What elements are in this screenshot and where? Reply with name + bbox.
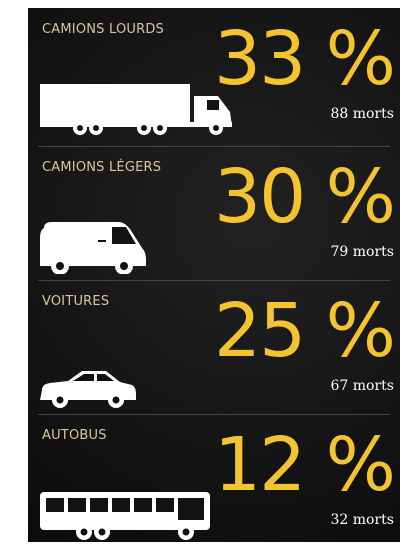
- bus-icon: [40, 492, 210, 540]
- deaths: 67 morts: [330, 378, 394, 394]
- vehicle-label: VOITURES: [42, 294, 110, 309]
- deaths: 88 morts: [330, 106, 394, 122]
- van-icon: [40, 222, 146, 274]
- panel: AUTOBUS 12 % 32 morts: [28, 414, 400, 542]
- vehicle-label: CAMIONS LÉGERS: [42, 160, 162, 175]
- vehicle-label: AUTOBUS: [42, 428, 107, 443]
- deaths: 32 morts: [330, 512, 394, 528]
- percent: 25 %: [214, 288, 396, 374]
- car-icon: [40, 371, 136, 408]
- deaths: 79 morts: [330, 244, 394, 260]
- percent: 30 %: [214, 154, 396, 240]
- truck-icon: [40, 84, 232, 135]
- percent: 33 %: [214, 16, 396, 102]
- infographic: CAMIONS LOURDS 33 % 88 morts CAMIONS LÉG…: [28, 8, 400, 542]
- panel: VOITURES 25 % 67 morts: [28, 280, 400, 414]
- panel: CAMIONS LOURDS 33 % 88 morts: [28, 8, 400, 142]
- vehicle-label: CAMIONS LOURDS: [42, 22, 164, 37]
- percent: 12 %: [214, 422, 396, 508]
- panel: CAMIONS LÉGERS 30 % 79 morts: [28, 146, 400, 280]
